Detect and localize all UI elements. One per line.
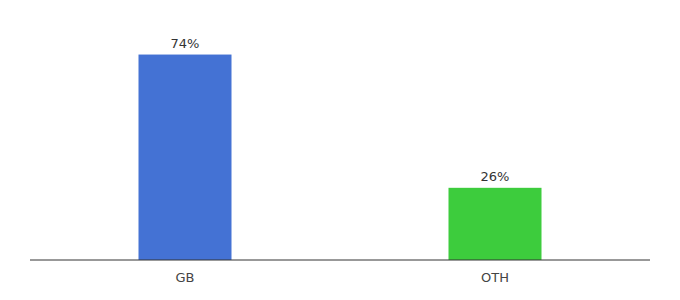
bars xyxy=(139,55,542,260)
chart-container: GB OTH 74% 26% xyxy=(0,0,680,300)
bar xyxy=(139,55,232,260)
data-label: 74% xyxy=(171,36,200,51)
x-axis-line xyxy=(30,260,650,261)
chart: GB OTH 74% 26% xyxy=(0,0,680,300)
data-label: 26% xyxy=(481,169,510,184)
x-tick-label: OTH xyxy=(481,270,509,285)
bar xyxy=(449,188,542,260)
plot-area: GB OTH 74% 26% xyxy=(30,36,650,285)
x-tick-label: GB xyxy=(176,270,195,285)
